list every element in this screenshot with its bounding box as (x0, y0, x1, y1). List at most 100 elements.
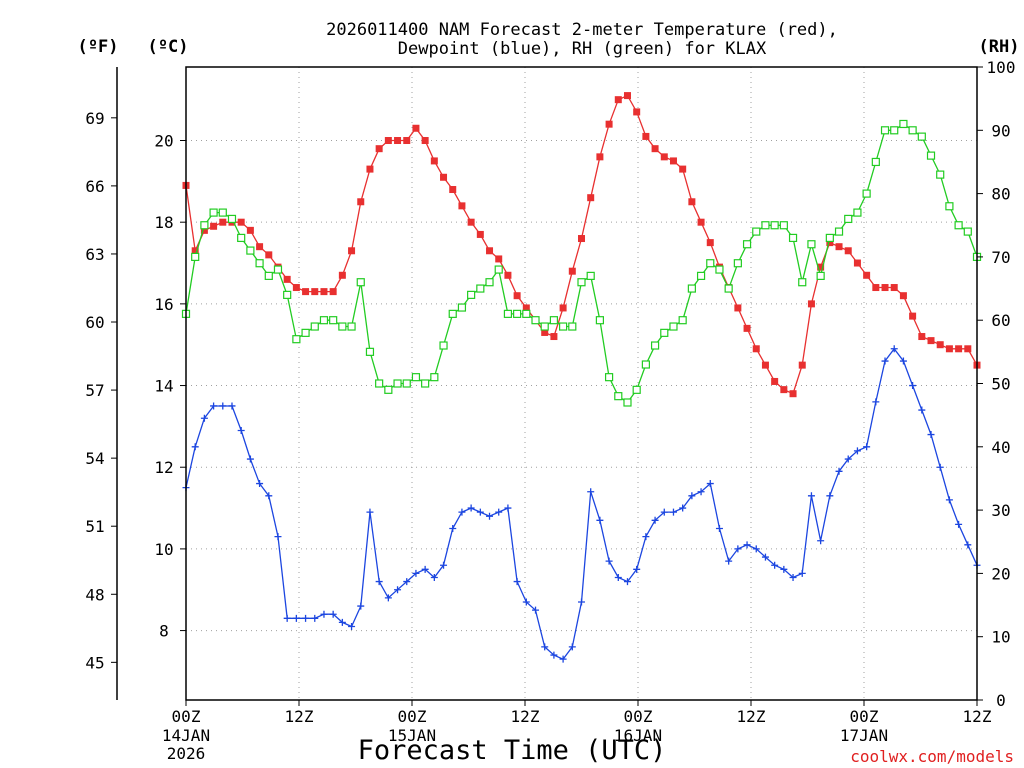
temperature-point (660, 153, 668, 161)
temperature-point (338, 271, 346, 279)
temperature-point (614, 96, 622, 104)
labels: 2026011400 NAM Forecast 2-meter Temperat… (78, 20, 1020, 766)
rh-point (467, 290, 476, 299)
rh-point (752, 227, 761, 236)
dewpoint-point (688, 492, 696, 500)
rh-point (853, 208, 862, 217)
rh-point (439, 341, 448, 350)
dewpoint-point (430, 573, 438, 581)
rh-point (264, 271, 273, 280)
temperature-point (909, 312, 917, 320)
temperature-point (384, 137, 392, 145)
rh-point (522, 309, 531, 318)
dewpoint-point (771, 561, 779, 569)
rh-point (329, 316, 338, 325)
rh-point (770, 221, 779, 230)
dewpoint-point (578, 598, 585, 606)
dewpoint-point (191, 443, 199, 451)
x-tick-year-label: 2026 (167, 744, 206, 763)
dewpoint-point (357, 602, 365, 610)
temperature-point (706, 239, 714, 247)
temperature-point (421, 137, 429, 145)
dewpoint-point (219, 402, 227, 410)
dewpoint-point (375, 578, 383, 586)
dewpoint-point (210, 402, 218, 410)
fahrenheit-tick-label: 63 (85, 245, 104, 264)
dewpoint-point (476, 508, 484, 516)
celsius-tick-label: 14 (154, 377, 173, 396)
fahrenheit-tick-label: 51 (85, 517, 104, 536)
x-tick-time-label: 12Z (737, 707, 766, 726)
dewpoint-point (384, 594, 392, 602)
rh-tick-label: 30 (991, 501, 1010, 520)
dewpoint-point (955, 520, 963, 528)
rh-point (844, 214, 853, 224)
temperature-point (366, 165, 374, 173)
rh-point (411, 373, 421, 382)
fahrenheit-tick-label: 66 (85, 177, 104, 196)
dewpoint-point (909, 382, 917, 390)
rh-point (476, 284, 485, 293)
dewpoint-point (541, 643, 549, 651)
dewpoint-point (651, 516, 659, 524)
dewpoint-point (568, 643, 576, 651)
dewpoint-point (633, 565, 641, 573)
rh-point (825, 233, 834, 243)
rh-point (218, 208, 227, 217)
temperature-point (311, 288, 319, 296)
dewpoint-point (237, 426, 245, 434)
temperature-point (826, 239, 834, 247)
temperature-point (210, 222, 218, 230)
rh-point (761, 221, 770, 230)
rh-point (936, 170, 945, 179)
temperature-point (872, 284, 880, 292)
temperature-point (651, 145, 659, 153)
x-tick-time-label: 12Z (511, 707, 540, 726)
rh-point (577, 278, 586, 287)
dewpoint-point (292, 614, 300, 622)
dewpoint-point (752, 545, 760, 553)
temperature-point (918, 333, 926, 341)
temperature-point (605, 120, 613, 128)
dewpoint-point (246, 455, 254, 463)
rh-point (604, 373, 614, 382)
dewpoint-point (504, 504, 512, 512)
rh-point (788, 233, 798, 243)
rh-point (862, 189, 871, 198)
rh-point (347, 322, 356, 331)
temperature-point (743, 324, 751, 332)
fahrenheit-unit-label: (ºF) (78, 37, 119, 57)
dewpoint-point (743, 541, 751, 549)
dewpoint-point (835, 467, 843, 475)
rh-point (632, 385, 641, 394)
rh-point (375, 379, 384, 388)
temperature-point (945, 345, 953, 353)
celsius-unit-label: (ºC) (148, 37, 189, 57)
x-tick-date-label: 16JAN (614, 726, 662, 745)
temperature-point (403, 137, 411, 145)
dewpoint-point (863, 443, 871, 451)
rh-point (457, 303, 467, 312)
rh-point (200, 221, 209, 230)
temperature-point (780, 386, 788, 394)
temperature-point (761, 361, 769, 369)
dewpoint-point (311, 614, 319, 622)
dewpoint-point (697, 488, 705, 496)
temperature-point (964, 345, 972, 353)
rh-point (816, 271, 825, 280)
rh-point (494, 265, 503, 274)
dewpoint-point (458, 508, 466, 516)
rh-point (696, 271, 706, 280)
temperature-point (504, 271, 512, 279)
dewpoint-point (495, 508, 503, 516)
dewpoint-point (945, 496, 953, 504)
dewpoint-point (440, 561, 448, 569)
temperature-point (844, 247, 852, 255)
grid (186, 67, 977, 700)
temperature-point (467, 218, 475, 226)
dewpoint-point (366, 508, 374, 516)
temperature-point (348, 247, 356, 255)
temperature-point (734, 304, 742, 312)
dewpoint-point (614, 573, 622, 581)
rh-point (779, 221, 788, 230)
